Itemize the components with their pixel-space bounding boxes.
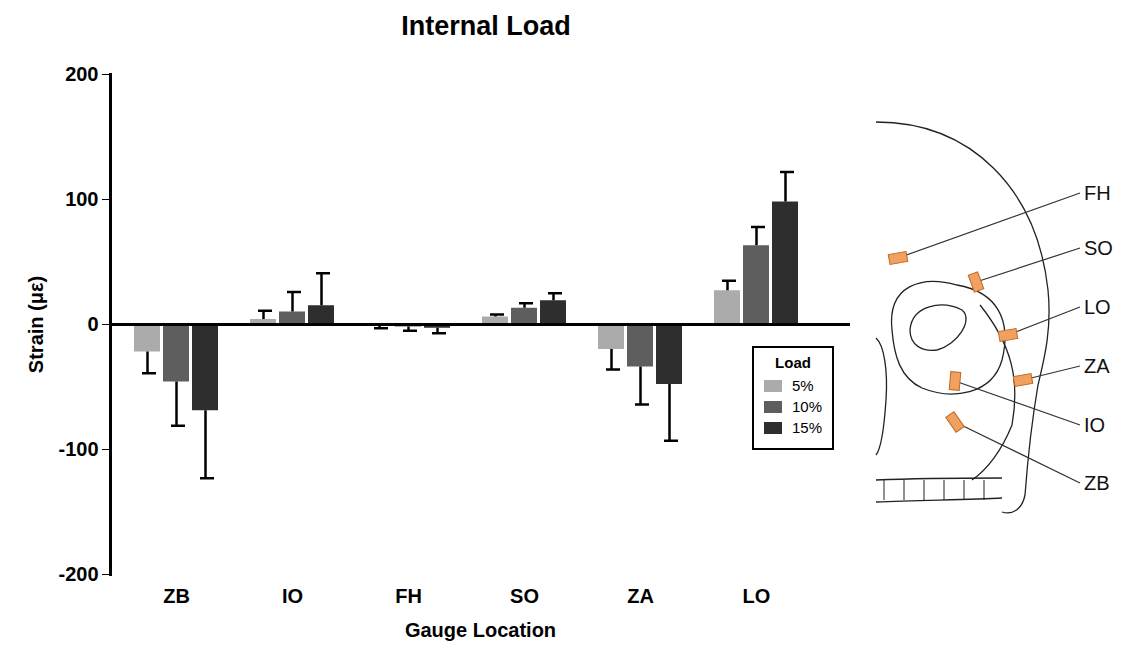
svg-text:ZB: ZB [163, 585, 190, 607]
svg-text:Strain (με): Strain (με) [25, 276, 47, 373]
html-text:15%: 15% [792, 419, 822, 436]
svg-text:-100: -100 [58, 438, 98, 460]
svg-text:ZB: ZB [1084, 472, 1110, 494]
html-text:Load: Load [775, 354, 811, 371]
html-text:Internal Load: Internal Load [401, 11, 571, 41]
svg-text:SO: SO [1084, 237, 1113, 259]
svg-text:Gauge Location: Gauge Location [405, 619, 556, 641]
svg-text:SO: SO [510, 585, 539, 607]
svg-text:LO: LO [1084, 296, 1111, 318]
svg-text:100: 100 [65, 188, 98, 210]
svg-text:IO: IO [282, 585, 303, 607]
html-text:5%: 5% [792, 377, 814, 394]
svg-text:-200: -200 [58, 563, 98, 585]
svg-text:LO: LO [743, 585, 771, 607]
svg-text:FH: FH [1084, 182, 1111, 204]
svg-text:FH: FH [395, 585, 422, 607]
svg-text:200: 200 [65, 63, 98, 85]
svg-text:ZA: ZA [1084, 355, 1110, 377]
svg-text:ZA: ZA [627, 585, 654, 607]
svg-text:IO: IO [1084, 414, 1105, 436]
html-text:10%: 10% [792, 398, 822, 415]
svg-text:0: 0 [87, 313, 98, 335]
